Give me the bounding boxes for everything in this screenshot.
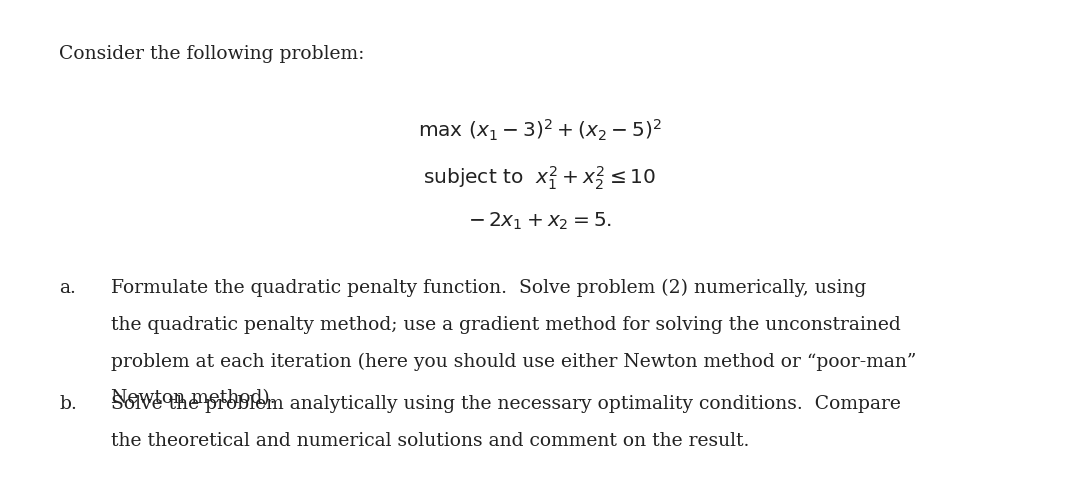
Text: $\mathrm{subject\ to}\ \ x_1^2 + x_2^2 \leq 10$: $\mathrm{subject\ to}\ \ x_1^2 + x_2^2 \… — [423, 165, 657, 192]
Text: Newton method).: Newton method). — [111, 389, 275, 407]
Text: Solve the problem analytically using the necessary optimality conditions.  Compa: Solve the problem analytically using the… — [111, 395, 901, 413]
Text: b.: b. — [59, 395, 78, 413]
Text: Formulate the quadratic penalty function.  Solve problem (2) numerically, using: Formulate the quadratic penalty function… — [111, 279, 866, 297]
Text: the quadratic penalty method; use a gradient method for solving the unconstraine: the quadratic penalty method; use a grad… — [111, 316, 901, 334]
Text: a.: a. — [59, 279, 77, 297]
Text: Consider the following problem:: Consider the following problem: — [59, 45, 365, 63]
Text: problem at each iteration (here you should use either Newton method or “poor-man: problem at each iteration (here you shou… — [111, 353, 917, 371]
Text: the theoretical and numerical solutions and comment on the result.: the theoretical and numerical solutions … — [111, 432, 750, 450]
Text: $-\,2x_1 + x_2 = 5.$: $-\,2x_1 + x_2 = 5.$ — [468, 210, 612, 231]
Text: $\max\ (x_1 - 3)^2 + (x_2 - 5)^2$: $\max\ (x_1 - 3)^2 + (x_2 - 5)^2$ — [418, 118, 662, 143]
